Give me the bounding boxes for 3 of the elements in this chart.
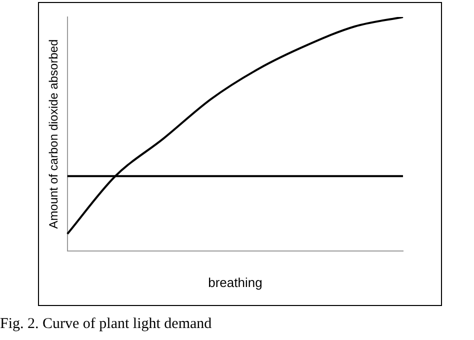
x-axis-title: breathing: [208, 274, 262, 290]
caption: Fig. 2. Curve of plant light demand: [0, 316, 212, 333]
y-axis-title: Amount of carbon dioxide absorbed: [46, 39, 61, 229]
